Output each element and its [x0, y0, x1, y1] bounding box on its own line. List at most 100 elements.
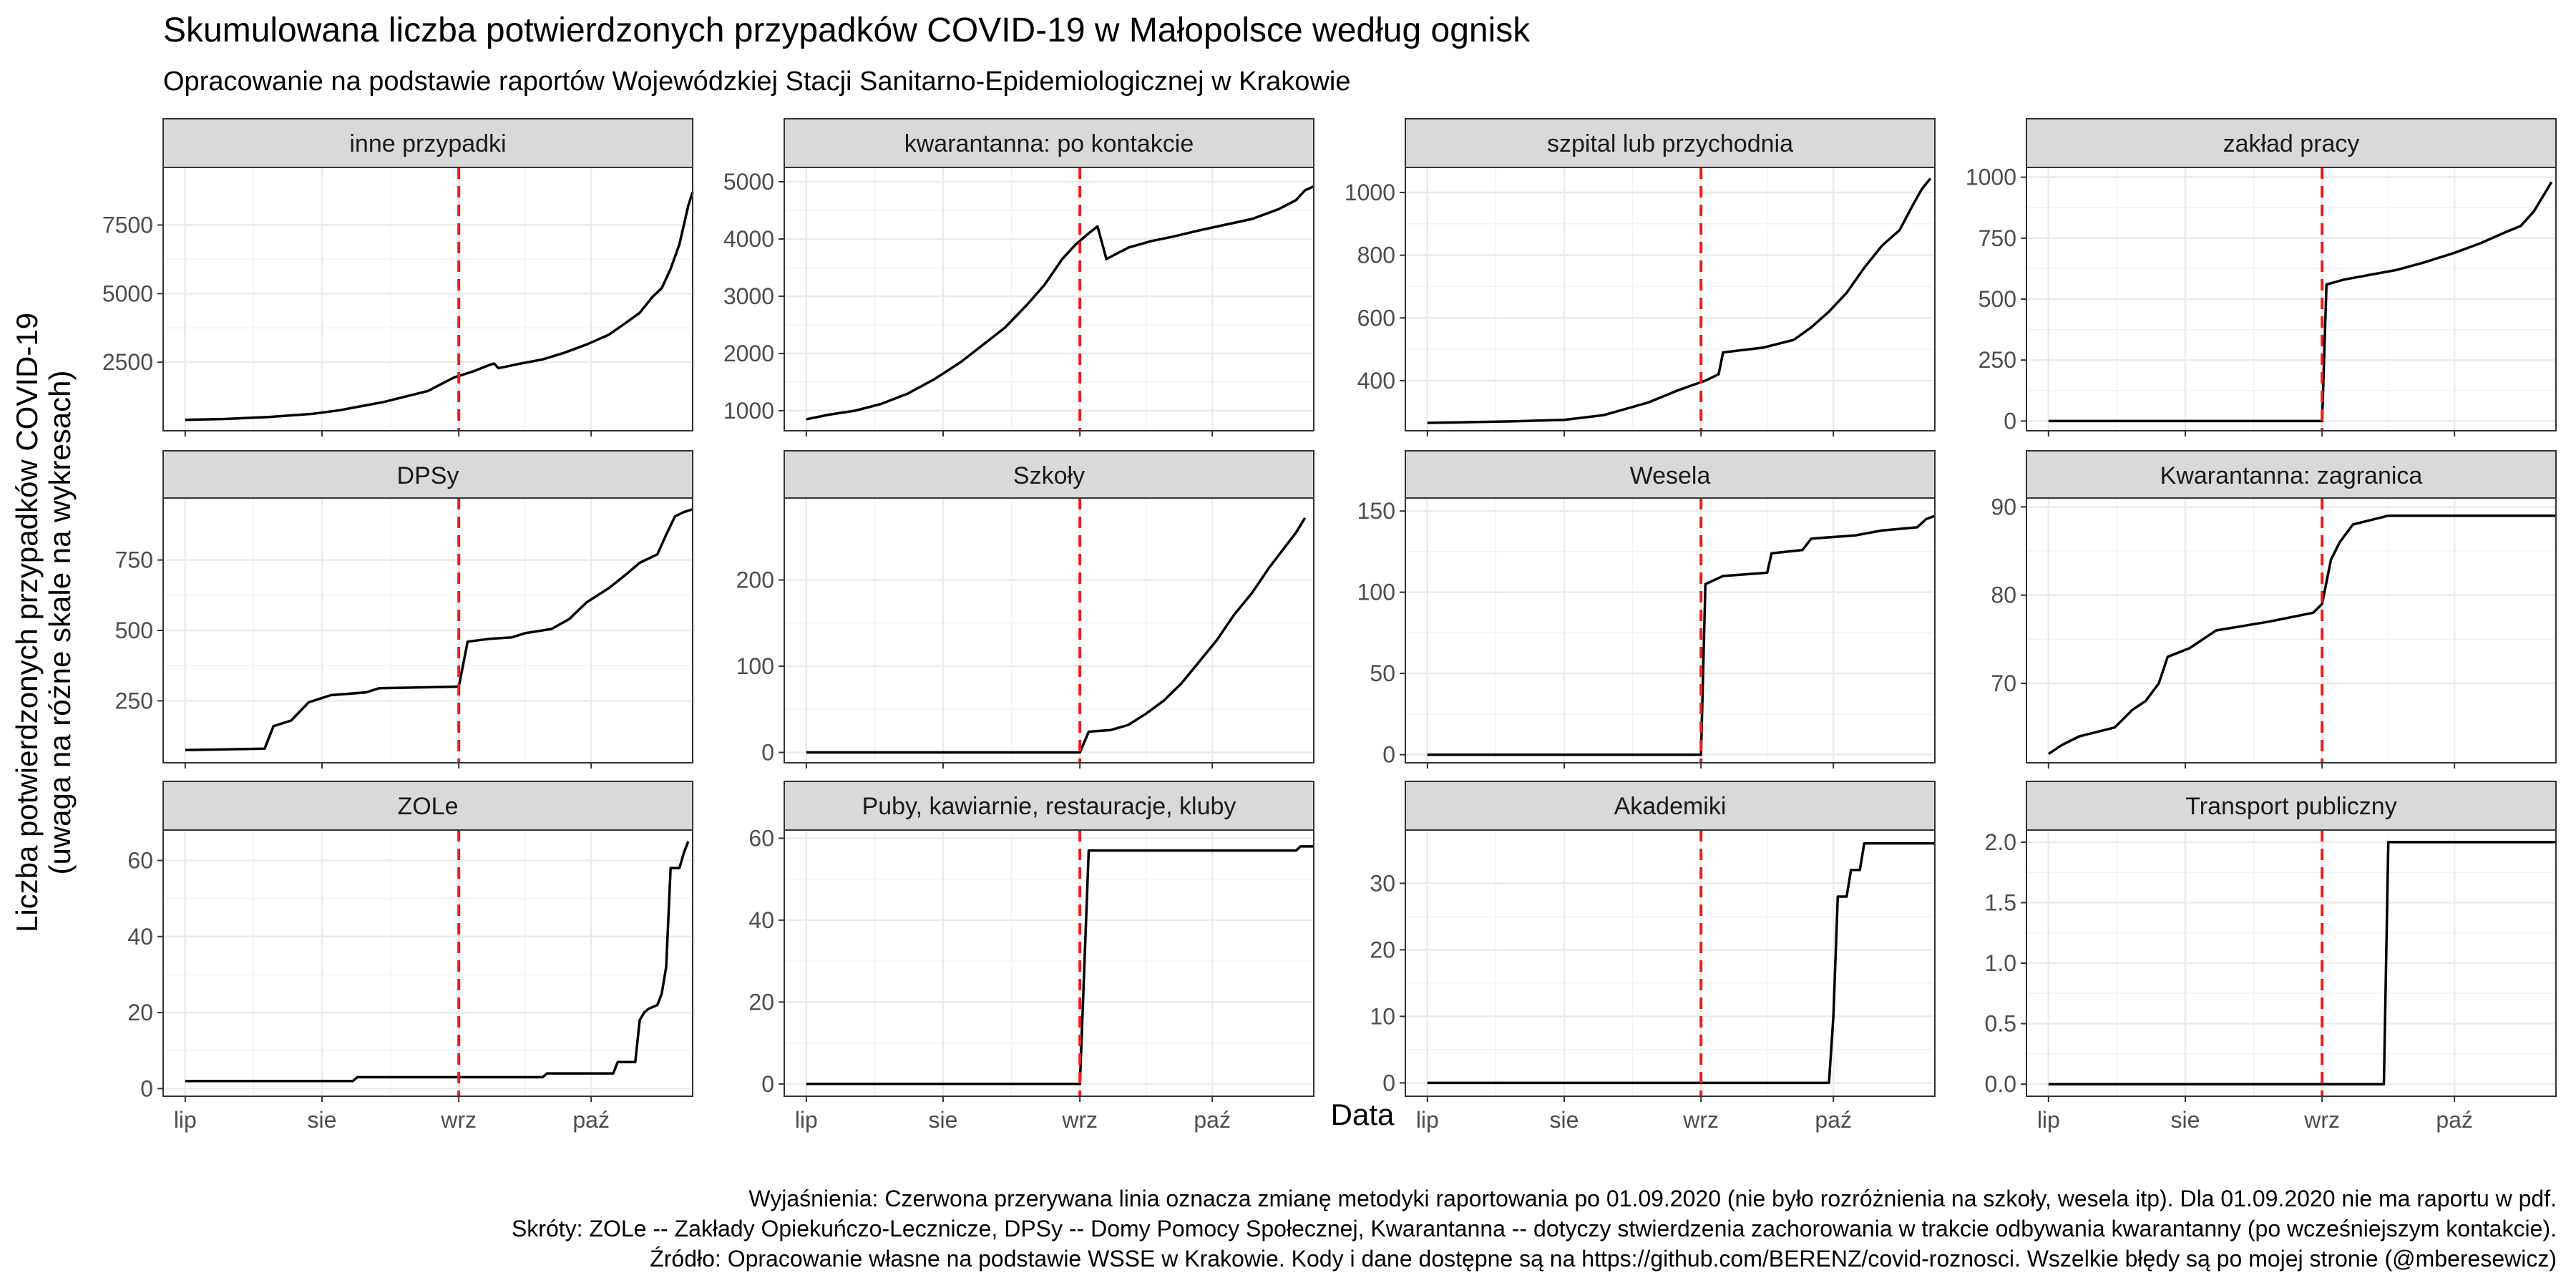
y-tick-label: 100 — [736, 653, 774, 679]
facet-panel: Transport publiczny lip sie wrz paź 0.0 0.5 1.0… — [1985, 781, 2557, 1133]
caption-line-source: Źródło: Opracowanie własne na podstawie … — [650, 1246, 2557, 1272]
y-tick-label: 4000 — [723, 226, 774, 252]
caption-line-explanations: Wyjaśnienia: Czerwona przerywana linia o… — [748, 1186, 2557, 1211]
panel-border — [1405, 497, 1936, 763]
series-line — [806, 845, 1314, 1085]
y-tick-label: 750 — [115, 547, 153, 573]
series-line — [2048, 181, 2553, 423]
y-tick-label: 60 — [127, 848, 153, 874]
x-tick-label: sie — [929, 1107, 958, 1133]
y-tick-label: 30 — [1370, 870, 1395, 896]
series-line — [185, 508, 693, 752]
caption-line-abbreviations: Skróty: ZOLe -- Zakłady Opiekuńczo-Leczn… — [512, 1216, 2557, 1241]
series-line — [1427, 841, 1935, 1085]
panel-border — [1405, 167, 1936, 431]
y-tick-label: 70 — [1991, 670, 2016, 696]
panel-background — [784, 167, 1314, 431]
y-tick-label: 80 — [1991, 582, 2016, 608]
y-tick-label: 90 — [1991, 494, 2016, 519]
facet-panel: DPSy 250 500 750 — [115, 450, 693, 769]
y-tick-label: 800 — [1357, 243, 1395, 268]
x-tick-label: sie — [2171, 1107, 2200, 1133]
y-tick-label: 500 — [115, 618, 153, 643]
y-tick-label: 20 — [748, 989, 774, 1015]
facet-strip-label: Transport publiczny — [2185, 793, 2396, 820]
panel-background — [2026, 498, 2556, 763]
y-axis-label-group: Liczba potwierdzonych przypadków COVID-1… — [10, 313, 77, 932]
facet-strip-label: Akademiki — [1614, 793, 1727, 820]
x-tick-label: sie — [308, 1107, 337, 1133]
y-tick-label: 500 — [1979, 286, 2016, 312]
facet-panel: inne przypadki 2500 5000 7500 — [102, 118, 694, 436]
x-tick-label: lip — [174, 1107, 197, 1133]
y-tick-label: 1000 — [723, 398, 774, 424]
caption: Wyjaśnienia: Czerwona przerywana linia o… — [512, 1186, 2557, 1272]
series-line — [2048, 841, 2556, 1085]
facet-strip — [162, 118, 693, 168]
y-tick-label: 2500 — [102, 349, 153, 375]
panel-border — [2026, 497, 2557, 763]
y-tick-label: 0 — [1382, 742, 1395, 768]
panel-background — [784, 830, 1314, 1096]
facet-strip — [1405, 118, 1936, 168]
panel-border — [784, 167, 1314, 431]
series-line — [1427, 177, 1932, 424]
facet-strip — [784, 450, 1314, 500]
x-tick-label: paź — [2436, 1107, 2473, 1133]
y-tick-label: 600 — [1357, 305, 1395, 331]
series-line — [806, 517, 1307, 754]
facet-strip — [2026, 781, 2557, 831]
facet-strip — [1405, 781, 1936, 831]
panel-border — [2026, 167, 2557, 431]
y-tick-label: 2000 — [723, 341, 774, 366]
series-line — [2047, 514, 2556, 756]
facet-panel: ZOLe lip sie wrz paź 0 20 40 60 — [127, 781, 693, 1133]
facet-strip — [162, 450, 693, 500]
facet-strip-label: Puby, kawiarnie, restauracje, kluby — [862, 793, 1236, 820]
y-tick-label: 5000 — [102, 280, 153, 306]
chart-title: Skumulowana liczba potwierdzonych przypa… — [163, 11, 1531, 49]
y-tick-label: 150 — [1357, 498, 1395, 524]
series-line — [1427, 514, 1936, 756]
y-tick-label: 20 — [127, 1000, 153, 1025]
panel-border — [784, 829, 1314, 1097]
y-tick-label: 1.5 — [1985, 889, 2016, 915]
y-tick-label: 1000 — [1345, 180, 1395, 205]
facet-panel: Kwarantanna: zagranica 70 80 90 — [1991, 450, 2557, 769]
facet-strip-label: kwarantanna: po kontakcie — [904, 130, 1194, 157]
series-line — [806, 185, 1314, 421]
y-tick-label: 250 — [115, 688, 153, 713]
panel-border — [162, 167, 693, 431]
y-tick-label: 0.5 — [1985, 1011, 2016, 1037]
panel-border — [162, 829, 693, 1097]
y-tick-label: 2.0 — [1985, 829, 2016, 855]
facet-strip-label: Szkoły — [1013, 462, 1085, 489]
facet-strip — [162, 781, 693, 831]
panel-background — [163, 167, 693, 431]
series-line — [185, 841, 690, 1083]
x-tick-label: wrz — [440, 1107, 477, 1133]
panel-background — [1405, 167, 1935, 431]
y-tick-label: 0 — [1382, 1070, 1395, 1096]
y-tick-label: 0 — [761, 1071, 774, 1097]
panel-background — [163, 830, 693, 1096]
y-tick-label: 100 — [1357, 580, 1395, 605]
y-tick-label: 50 — [1370, 660, 1395, 686]
y-tick-label: 5000 — [723, 169, 774, 195]
facet-panel: zakład pracy 0 250 500 750 1000 — [1966, 118, 2557, 436]
x-tick-label: lip — [1416, 1107, 1439, 1133]
x-tick-label: paź — [1815, 1107, 1852, 1133]
y-axis-label-line-1: Liczba potwierdzonych przypadków COVID-1… — [10, 313, 44, 932]
y-tick-label: 0 — [761, 740, 774, 766]
facet-strip-label: DPSy — [397, 462, 459, 489]
facet-panel: Wesela 0 50 100 150 — [1357, 450, 1936, 769]
panel-border — [1405, 829, 1936, 1097]
facet-strip — [2026, 450, 2557, 500]
y-tick-label: 60 — [748, 825, 774, 851]
y-tick-label: 0 — [140, 1075, 153, 1101]
panel-border — [2026, 829, 2557, 1097]
facet-strip-label: ZOLe — [397, 793, 458, 820]
y-tick-label: 10 — [1370, 1003, 1395, 1029]
